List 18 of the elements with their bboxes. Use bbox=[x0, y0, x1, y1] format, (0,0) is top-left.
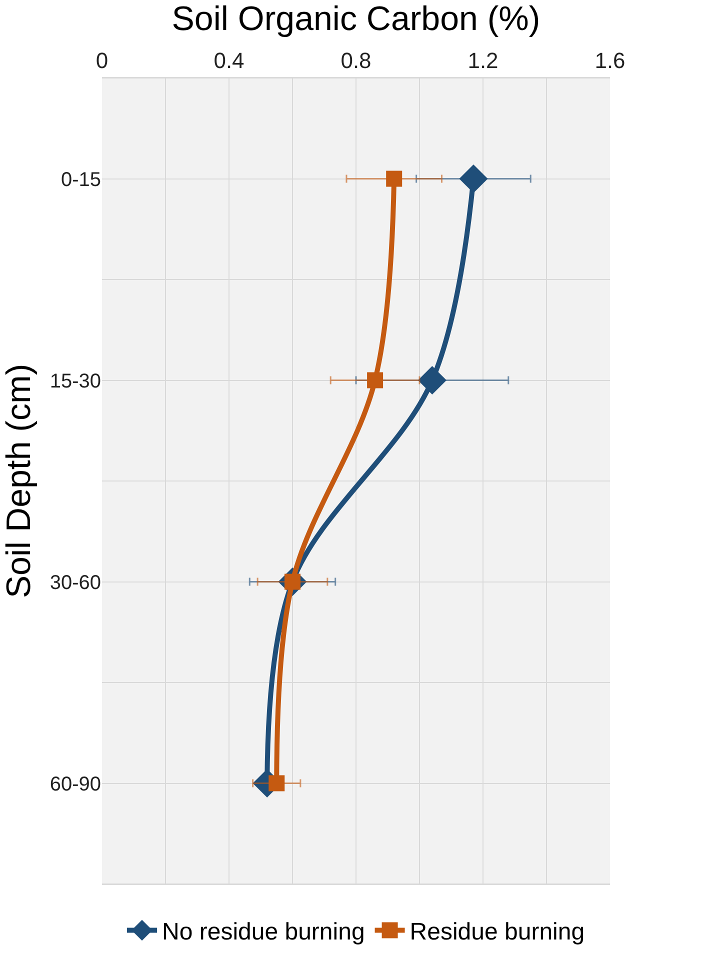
point bbox=[459, 164, 488, 194]
x-tick-label: 1.6 bbox=[594, 48, 626, 74]
legend-label: No residue burning bbox=[162, 918, 365, 946]
point bbox=[386, 170, 402, 187]
x-tick-label: 0.8 bbox=[340, 48, 372, 74]
point bbox=[268, 775, 285, 792]
point bbox=[367, 372, 384, 388]
y-tick-label: 15-30 bbox=[50, 370, 101, 392]
y-tick-label: 0-15 bbox=[60, 168, 101, 191]
legend-label: Residue burning bbox=[410, 918, 585, 946]
y-tick-label: 60-90 bbox=[50, 773, 101, 796]
point bbox=[418, 366, 446, 395]
x-tick-label: 0.4 bbox=[214, 48, 244, 74]
x-axis-title: Soil Organic Carbon (%) bbox=[172, 0, 540, 38]
x-tick-label: 0 bbox=[96, 48, 108, 74]
x-tick-label: 1.2 bbox=[468, 48, 498, 74]
y-axis-title: Soil Depth (cm) bbox=[0, 364, 38, 598]
y-tick-label: 30-60 bbox=[50, 572, 101, 594]
